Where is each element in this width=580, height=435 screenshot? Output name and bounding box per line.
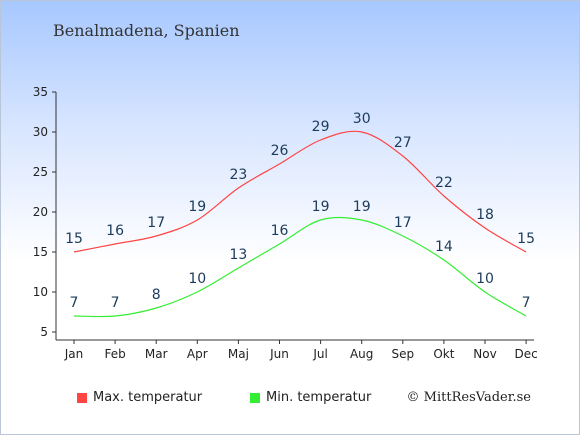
data-label: 10 — [188, 271, 206, 287]
x-tick-label: Jun — [269, 347, 289, 361]
legend-label-min: Min. temperatur — [266, 390, 372, 405]
legend-swatch-max — [77, 392, 87, 403]
x-tick-label: Maj — [228, 347, 249, 361]
data-label: 22 — [435, 175, 453, 191]
data-label: 19 — [188, 199, 206, 215]
x-tick-label: Feb — [104, 347, 125, 361]
x-tick-label: Okt — [433, 347, 454, 361]
data-label: 7 — [111, 295, 120, 311]
data-label: 10 — [476, 271, 494, 287]
x-tick-label: Jan — [64, 347, 84, 361]
data-label: 8 — [152, 287, 161, 303]
data-label: 14 — [435, 239, 453, 255]
data-label: 13 — [229, 247, 247, 263]
series-lines — [73, 130, 527, 318]
y-tick-label: 5 — [40, 325, 48, 339]
x-tick-label: Dec — [514, 347, 537, 361]
legend-swatch-min — [250, 392, 260, 403]
data-label: 18 — [476, 207, 494, 223]
data-labels: 15 16 17 19 23 26 29 30 27 22 18 15 7 7 8 10 13 16 19 19 17 1… — [65, 111, 535, 311]
max-temperature-line — [73, 130, 527, 253]
data-label: 16 — [106, 223, 124, 239]
y-tick-label: 25 — [33, 165, 48, 179]
x-tick-label: Apr — [187, 347, 208, 361]
y-tick-label: 20 — [33, 205, 48, 219]
data-label: 19 — [312, 199, 330, 215]
legend-label-max: Max. temperatur — [93, 390, 203, 405]
x-tick-label: Sep — [391, 347, 414, 361]
data-label: 29 — [312, 119, 330, 135]
chart-title: Benalmadena, Spanien — [53, 21, 240, 40]
data-label: 27 — [394, 135, 412, 151]
data-label: 7 — [70, 295, 79, 311]
y-tick-label: 10 — [33, 285, 48, 299]
copyright-text: © MittResVader.se — [406, 390, 531, 405]
data-label: 17 — [394, 215, 412, 231]
data-label: 7 — [522, 295, 531, 311]
x-tick-label: Jul — [312, 347, 327, 361]
legend-item-min: Min. temperatur — [250, 390, 371, 405]
legend-item-max: Max. temperatur — [77, 390, 202, 405]
x-tick-label: Mar — [145, 347, 168, 361]
data-label: 17 — [147, 215, 165, 231]
data-label: 15 — [65, 231, 83, 247]
x-tick-label: Aug — [350, 347, 373, 361]
data-label: 23 — [229, 167, 247, 183]
x-tick-label: Nov — [473, 347, 496, 361]
y-tick-label: 35 — [33, 85, 48, 99]
data-label: 26 — [271, 143, 289, 159]
data-label: 19 — [353, 199, 371, 215]
data-label: 30 — [353, 111, 371, 127]
y-tick-label: 30 — [33, 125, 48, 139]
min-temperature-line — [73, 216, 527, 318]
y-tick-label: 15 — [33, 245, 48, 259]
data-label: 15 — [517, 231, 535, 247]
data-label: 16 — [271, 223, 289, 239]
axes: 5 10 15 20 25 30 35 Jan Feb Mar Apr Maj Jun Jul Aug Sep… — [33, 85, 538, 361]
